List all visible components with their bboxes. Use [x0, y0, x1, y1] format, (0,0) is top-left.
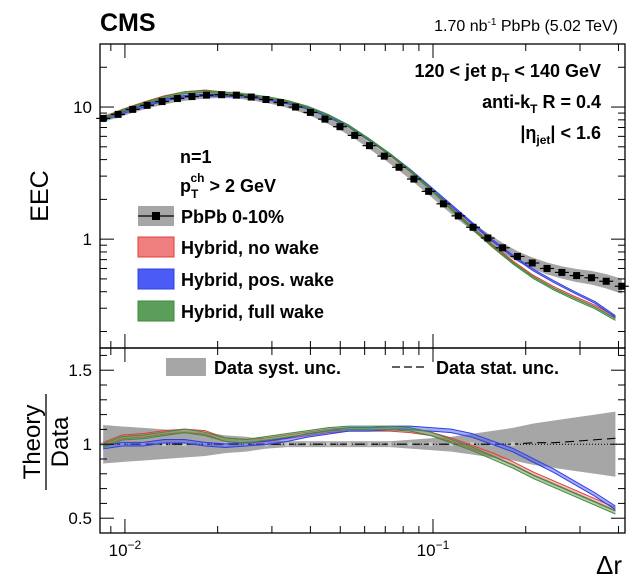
legend-syst-label: Data syst. unc. — [214, 358, 341, 378]
ratio-y-tick-label: 1.5 — [68, 361, 92, 380]
data-point — [114, 110, 122, 118]
data-point — [543, 264, 551, 272]
ratio-line-upper-2 — [103, 425, 616, 511]
ratio-marker — [408, 442, 413, 447]
ratio-marker — [285, 442, 290, 447]
data-point — [321, 115, 329, 123]
data-point — [247, 93, 255, 101]
data-point — [573, 272, 581, 280]
ratio-marker — [162, 442, 167, 447]
data-point — [232, 91, 240, 99]
data-point — [395, 163, 403, 171]
eec-syst-band — [103, 91, 622, 294]
legend-pbpb-label: PbPb 0-10% — [181, 207, 284, 227]
data-syst-band — [103, 91, 622, 294]
legend-full-wake-label: Hybrid, full wake — [181, 302, 324, 322]
data-point — [306, 108, 314, 116]
data-points — [96, 91, 629, 290]
data-point — [277, 99, 285, 107]
ratio-label-denominator: Data — [47, 416, 74, 467]
data-point — [380, 152, 388, 160]
data-point — [143, 101, 151, 109]
bottom-axis-ticks: 0.511.510−2 10−1 — [68, 348, 625, 560]
y-tick-label: 10 — [73, 98, 92, 117]
data-point — [484, 234, 492, 242]
data-point — [513, 252, 521, 260]
data-point — [558, 268, 566, 276]
ratio-axis-label: Theory Data — [19, 394, 74, 490]
y-tick-label: 1 — [83, 230, 92, 249]
bottom-panel-frame — [99, 347, 626, 534]
theory-line-lower-2 — [102, 91, 616, 321]
legend-full-wake: Hybrid, full wake — [137, 300, 324, 322]
data-point — [203, 91, 211, 99]
data-point — [602, 277, 610, 285]
data-point — [365, 142, 373, 150]
data-point — [158, 98, 166, 106]
data-point — [292, 103, 300, 111]
ratio-line-lower-1 — [103, 429, 616, 511]
ratio-marker — [469, 442, 474, 447]
ratio-marker — [449, 442, 454, 447]
ratio-marker — [182, 442, 187, 447]
data-point — [336, 123, 344, 131]
data-point — [528, 259, 536, 267]
data-point — [499, 244, 507, 252]
lumi-label: 1.70 nb-1 PbPb (5.02 TeV) — [434, 17, 618, 35]
ratio-marker — [387, 442, 392, 447]
cms-label: CMS — [100, 9, 156, 37]
ratio-marker — [326, 442, 331, 447]
data-point — [99, 114, 107, 122]
data-point — [587, 274, 595, 282]
data-point — [218, 91, 226, 99]
legend-pos-wake: Hybrid, pos. wake — [137, 268, 334, 290]
delta-r-axis-label: Δr — [596, 550, 622, 579]
data-point — [410, 175, 418, 183]
data-point — [454, 212, 462, 220]
data-point — [173, 95, 181, 103]
legend-pos-wake-label: Hybrid, pos. wake — [181, 270, 334, 290]
ratio-marker — [428, 442, 433, 447]
data-point — [351, 131, 359, 139]
ratio-y-tick-label: 1 — [83, 435, 92, 454]
eec-axis-label: EEC — [26, 170, 54, 221]
ratio-marker — [367, 442, 372, 447]
data-point — [262, 96, 270, 104]
data-point — [618, 282, 626, 290]
ratio-marker — [510, 442, 515, 447]
top-axis-ticks: 1 10 — [73, 43, 625, 348]
legend-stat-label: Data stat. unc. — [436, 358, 559, 378]
data-point — [188, 93, 196, 101]
data-point — [439, 200, 447, 208]
theory-line-upper-2 — [102, 90, 616, 320]
data-point — [425, 187, 433, 195]
ratio-marker — [305, 442, 310, 447]
ratio-y-tick-label: 0.5 — [68, 509, 92, 528]
ratio-line-lower-2 — [103, 429, 616, 515]
data-point — [469, 223, 477, 231]
data-point — [129, 105, 137, 113]
stat-unc-line — [103, 437, 616, 445]
legend-no-wake: Hybrid, no wake — [137, 236, 319, 258]
ratio-curves — [103, 425, 616, 515]
ratio-label-numerator: Theory — [19, 405, 46, 480]
legend-pbpb: PbPb 0-10% — [138, 206, 284, 227]
legend-stat: Data stat. unc. — [392, 358, 559, 378]
n-annotation: n=1 — [180, 147, 212, 167]
ratio-band-2 — [103, 426, 616, 515]
legend-syst: Data syst. unc. — [166, 358, 341, 378]
legend-no-wake-label: Hybrid, no wake — [181, 238, 319, 258]
ratio-marker — [346, 442, 351, 447]
